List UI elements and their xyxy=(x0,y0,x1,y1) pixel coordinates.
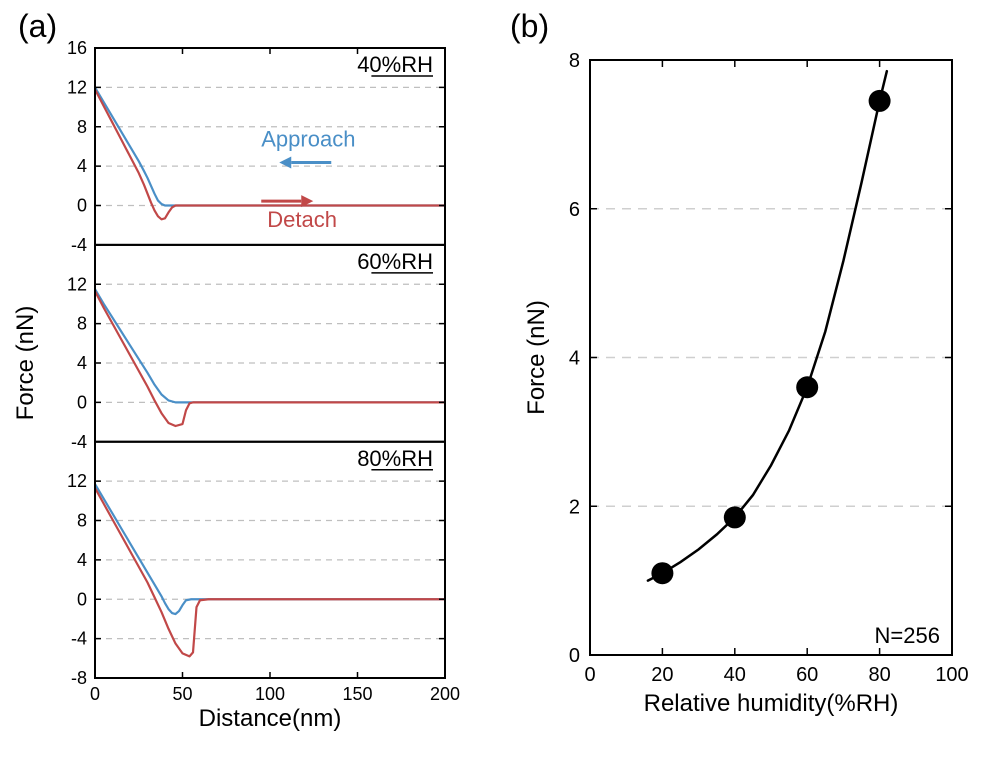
xtick-label: 0 xyxy=(584,664,595,686)
n-label: N=256 xyxy=(875,623,940,648)
xtick-label: 60 xyxy=(796,664,818,686)
trend-curve xyxy=(648,71,887,580)
ytick-label: 8 xyxy=(569,50,580,72)
ytick-label: 6 xyxy=(569,199,580,221)
xtick-label: 100 xyxy=(935,664,968,686)
panel-b-ylabel: Force (nN) xyxy=(523,300,550,415)
xtick-label: 40 xyxy=(724,664,746,686)
ytick-label: 2 xyxy=(569,496,580,518)
xtick-label: 80 xyxy=(868,664,890,686)
data-point xyxy=(724,506,746,528)
panel-b-chart: 0 20 40 60 80 100 0 2 4 6 8 Relative humidity(%RH) F… xyxy=(0,0,992,758)
data-point xyxy=(796,376,818,398)
ytick-label: 4 xyxy=(569,348,580,370)
ytick-label: 0 xyxy=(569,645,580,667)
xtick-label: 20 xyxy=(651,664,673,686)
data-point xyxy=(869,90,891,112)
data-point xyxy=(651,562,673,584)
panel-b-xlabel: Relative humidity(%RH) xyxy=(644,690,899,717)
figure-root: (a) (b) Force (nN)Distance(nm)-404812164… xyxy=(0,0,992,758)
